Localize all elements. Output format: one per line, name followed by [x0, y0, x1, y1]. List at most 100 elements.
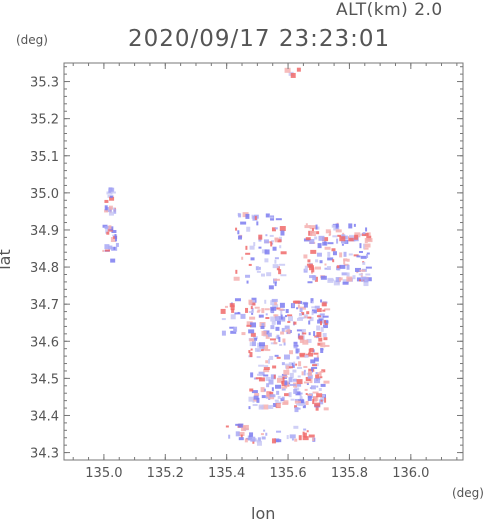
echo-cell-osaka-main	[314, 402, 321, 407]
echo-cell-northeast-band	[363, 277, 369, 283]
y-tick-label: 34.4	[30, 409, 59, 424]
plot-frame	[63, 62, 464, 461]
echo-cell-northeast-band	[366, 253, 369, 258]
echo-cell-kyoto-north	[245, 245, 248, 250]
echo-cell-west-scatter	[220, 308, 226, 314]
echo-cell-south-strip	[303, 428, 307, 431]
echo-cell-osaka-main	[310, 298, 314, 304]
echo-cell-south-strip	[276, 430, 282, 433]
echo-cell-kyoto-north	[246, 280, 249, 284]
echo-cell-osaka-main	[313, 396, 319, 402]
echo-cell-osaka-main	[308, 348, 311, 354]
y-axis-unit: (deg)	[16, 33, 48, 47]
echo-cell-northwest-cell	[104, 209, 109, 213]
echo-cell-osaka-main	[311, 306, 316, 309]
echo-cell-osaka-main	[266, 383, 270, 388]
echo-cell-northeast-band	[332, 235, 338, 238]
echo-cell-northwest-cell	[109, 187, 115, 192]
echo-cell-northwest-cell	[113, 208, 117, 214]
echo-cell-kyoto-north	[245, 213, 250, 219]
echo-cell-osaka-main	[277, 335, 280, 340]
echo-cell-osaka-main	[249, 316, 256, 320]
echo-cell-osaka-main	[303, 401, 306, 407]
echo-cell-south-strip	[293, 425, 299, 429]
echo-cell-northeast-band	[303, 254, 308, 259]
echo-cell-osaka-main	[291, 362, 295, 368]
echo-cell-osaka-main	[280, 314, 283, 320]
echo-cell-osaka-main	[321, 370, 324, 373]
echo-cell-kyoto-north	[271, 227, 276, 232]
echo-cell-osaka-main	[316, 315, 321, 318]
y-tick-label: 34.6	[30, 335, 59, 350]
echo-cell-osaka-main	[248, 406, 251, 410]
echo-cell-osaka-main	[275, 384, 282, 389]
echo-cell-osaka-main	[265, 317, 270, 320]
echo-cell-osaka-main	[296, 329, 302, 332]
echo-cell-northeast-band	[365, 266, 372, 269]
echo-cell-northeast-band	[352, 275, 356, 280]
echo-cell-northwest-cell	[105, 207, 112, 213]
echo-cell-osaka-main	[297, 366, 303, 369]
echo-cell-osaka-main	[298, 361, 302, 367]
echo-cell-south-strip	[294, 438, 298, 442]
echo-cell-kyoto-north	[265, 213, 270, 218]
echo-cell-south-strip	[256, 440, 262, 446]
echo-cell-osaka-main	[288, 377, 293, 383]
echo-cell-west-scatter	[241, 332, 246, 336]
echo-cell-northwest-cell	[104, 226, 111, 230]
echo-cell-osaka-main	[306, 382, 309, 385]
echo-cell-northeast-band	[325, 229, 331, 234]
echo-cell-osaka-main	[293, 341, 298, 345]
echo-cell-south-strip	[302, 436, 309, 441]
echo-cell-osaka-main	[294, 407, 299, 413]
echo-cell-kyoto-north	[260, 273, 265, 277]
echo-cell-osaka-main	[303, 303, 308, 308]
echo-cell-osaka-main	[263, 366, 270, 370]
echo-cell-osaka-main	[287, 314, 293, 317]
echo-cell-osaka-main	[272, 403, 277, 408]
echo-cell-osaka-main	[313, 331, 316, 337]
echo-cell-kyoto-north	[254, 215, 257, 220]
echo-cell-northeast-band	[354, 234, 359, 240]
axis-ticks: 135.0 135.2 135.4 135.6 135.8 136.0 34.3 34.4 34…	[30, 63, 463, 481]
echo-cell-northeast-band	[346, 264, 350, 270]
echo-cell-osaka-main	[320, 383, 326, 387]
echo-cell-northeast-band	[342, 279, 349, 284]
echo-cell-osaka-main	[302, 332, 307, 335]
echo-cell-osaka-main	[313, 357, 319, 362]
echo-cell-kyoto-north	[277, 239, 282, 243]
echo-cell-northwest-cell	[106, 231, 110, 235]
echo-cell-northwest-cell	[105, 228, 109, 234]
echo-cell-south-strip	[308, 434, 315, 438]
echo-cell-osaka-main	[270, 310, 275, 313]
echo-cell-osaka-main	[320, 342, 326, 348]
echo-cell-osaka-main	[261, 395, 266, 399]
echo-cell-osaka-main	[278, 337, 281, 343]
echo-cell-osaka-main	[311, 301, 314, 304]
echo-cell-osaka-main	[284, 380, 288, 386]
echo-cell-top-dots	[284, 67, 291, 73]
echo-cell-northeast-band	[328, 234, 331, 237]
echo-cell-northwest-cell	[108, 245, 113, 250]
echo-cell-osaka-main	[250, 332, 256, 337]
echo-cell-kyoto-north	[238, 213, 242, 218]
echo-cell-osaka-main	[316, 385, 319, 388]
echo-cell-northeast-band	[332, 251, 337, 256]
echo-cell-northeast-band	[315, 266, 322, 270]
echo-cell-osaka-main	[322, 315, 329, 318]
echo-cell-kyoto-north	[255, 266, 259, 271]
echo-cell-kyoto-north	[274, 282, 277, 287]
echo-cell-osaka-main	[281, 396, 285, 400]
echo-cell-west-scatter	[234, 298, 241, 302]
echo-cell-northeast-band	[312, 275, 317, 281]
echo-cell-south-strip	[302, 431, 305, 437]
echo-cell-osaka-main	[295, 363, 298, 366]
echo-cell-kyoto-north	[279, 245, 282, 249]
echo-cell-northeast-band	[304, 265, 308, 271]
echo-cell-south-strip	[261, 436, 266, 440]
echo-cell-northeast-band	[333, 280, 340, 286]
echo-cell-osaka-main	[317, 342, 323, 346]
echo-cell-osaka-main	[324, 323, 328, 326]
echo-cell-northeast-band	[346, 272, 350, 277]
echo-cell-osaka-main	[312, 399, 315, 405]
